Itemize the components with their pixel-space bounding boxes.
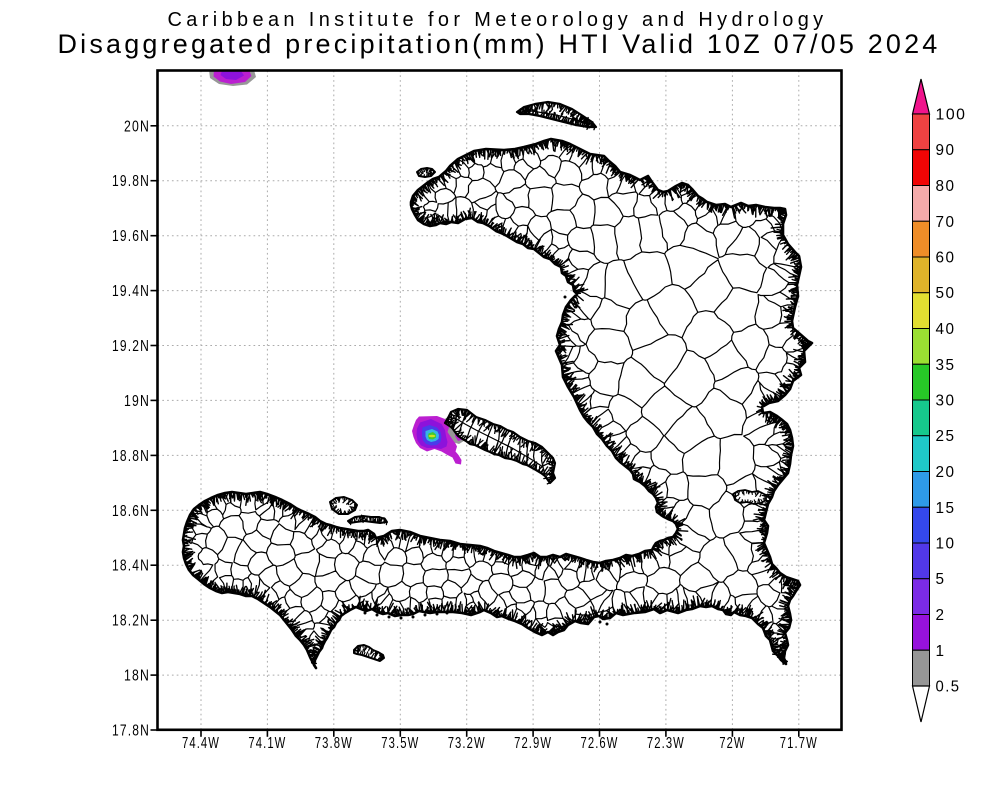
svg-text:19N: 19N: [124, 393, 150, 410]
svg-text:20N: 20N: [124, 118, 150, 135]
svg-text:90: 90: [936, 142, 956, 159]
svg-text:Caribbean Institute for Meteor: Caribbean Institute for Meteorology and …: [168, 9, 828, 31]
svg-text:30: 30: [936, 393, 956, 410]
svg-text:18.2N: 18.2N: [112, 613, 150, 630]
svg-text:0.5: 0.5: [936, 679, 961, 696]
svg-text:72.6W: 72.6W: [581, 735, 619, 752]
svg-text:71.7W: 71.7W: [780, 735, 818, 752]
svg-text:5: 5: [936, 571, 946, 588]
svg-text:35: 35: [936, 357, 956, 374]
svg-text:73.8W: 73.8W: [315, 735, 353, 752]
svg-text:80: 80: [936, 178, 956, 195]
svg-text:70: 70: [936, 214, 956, 231]
svg-text:18N: 18N: [124, 668, 150, 685]
svg-text:19.4N: 19.4N: [112, 283, 150, 300]
svg-text:73.2W: 73.2W: [448, 735, 486, 752]
svg-text:18.8N: 18.8N: [112, 448, 150, 465]
svg-text:72W: 72W: [719, 735, 745, 752]
svg-text:Disaggregated precipitation(mm: Disaggregated precipitation(mm) HTI Vali…: [58, 29, 941, 59]
svg-text:50: 50: [936, 285, 956, 302]
svg-text:74.1W: 74.1W: [248, 735, 286, 752]
svg-text:19.6N: 19.6N: [112, 228, 150, 245]
svg-text:25: 25: [936, 428, 956, 445]
svg-text:10: 10: [936, 536, 956, 553]
svg-text:72.9W: 72.9W: [514, 735, 552, 752]
svg-text:20: 20: [936, 464, 956, 481]
svg-text:19.8N: 19.8N: [112, 173, 150, 190]
svg-text:100: 100: [936, 107, 967, 124]
svg-text:18.6N: 18.6N: [112, 503, 150, 520]
svg-text:17.8N: 17.8N: [112, 723, 150, 740]
svg-text:19.2N: 19.2N: [112, 338, 150, 355]
svg-text:2: 2: [936, 607, 946, 624]
svg-text:60: 60: [936, 250, 956, 267]
svg-text:18.4N: 18.4N: [112, 558, 150, 575]
svg-text:1: 1: [936, 643, 946, 660]
svg-text:72.3W: 72.3W: [647, 735, 685, 752]
svg-text:73.5W: 73.5W: [381, 735, 419, 752]
svg-text:40: 40: [936, 321, 956, 338]
svg-text:15: 15: [936, 500, 956, 517]
svg-text:74.4W: 74.4W: [182, 735, 220, 752]
